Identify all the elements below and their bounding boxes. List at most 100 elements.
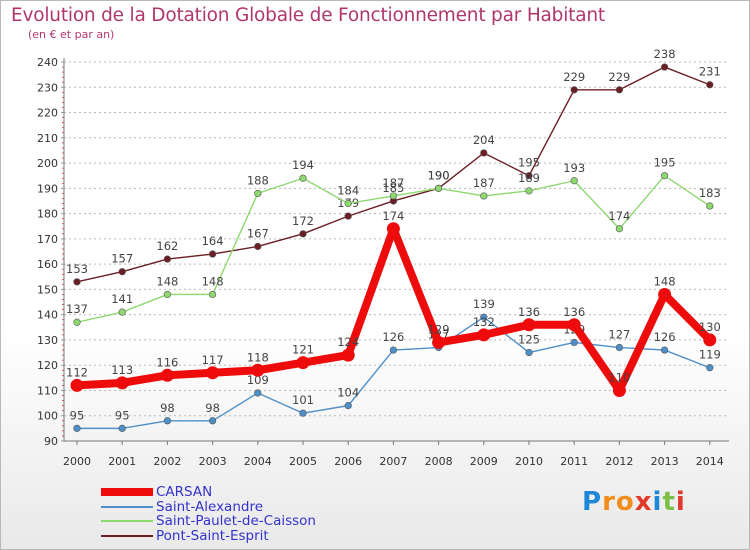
data-label-saint-paulet-de-caisson: 183 <box>699 186 721 200</box>
y-tick-label: 120 <box>37 359 58 372</box>
data-label-carsan: 117 <box>202 353 224 367</box>
data-point-saint-paulet-de-caisson <box>163 290 171 299</box>
logo-letter: i <box>675 487 686 517</box>
legend-item: Pont-Saint-Esprit <box>101 529 316 544</box>
data-label-pont-saint-esprit: 195 <box>518 156 540 170</box>
data-label-carsan: 116 <box>156 355 178 369</box>
data-label-pont-saint-esprit: 172 <box>292 214 314 228</box>
data-label-carsan: 112 <box>66 365 88 379</box>
data-point-saint-paulet-de-caisson <box>254 189 262 197</box>
data-label-saint-paulet-de-caisson: 193 <box>563 161 585 175</box>
data-point-saint-alexandre <box>570 338 578 347</box>
data-point-pont-saint-esprit <box>525 172 533 180</box>
x-tick-label: 2002 <box>153 455 181 468</box>
data-point-saint-alexandre <box>525 348 533 357</box>
data-label-pont-saint-esprit: 204 <box>473 133 495 147</box>
x-tick-label: 2011 <box>560 455 588 468</box>
data-point-saint-alexandre <box>389 346 398 354</box>
chart-title: Evolution de la Dotation Globale de Fonc… <box>11 5 605 26</box>
data-label-saint-alexandre: 95 <box>70 408 85 422</box>
chart-subtitle: (en € et par an) <box>28 28 115 41</box>
data-point-carsan <box>251 363 265 377</box>
legend-item: Saint-Alexandre <box>101 500 316 515</box>
data-label-saint-paulet-de-caisson: 189 <box>518 171 540 185</box>
legend-swatch <box>101 488 153 497</box>
data-label-pont-saint-esprit: 157 <box>111 252 133 266</box>
data-label-saint-alexandre: 119 <box>699 348 721 362</box>
data-point-saint-paulet-de-caisson <box>706 202 714 210</box>
y-tick-label: 90 <box>44 435 58 448</box>
data-point-carsan <box>522 318 536 332</box>
legend-label: Saint-Paulet-de-Caisson <box>156 513 316 530</box>
x-tick-label: 2014 <box>696 455 724 468</box>
data-label-saint-paulet-de-caisson: 148 <box>202 274 224 288</box>
x-tick-label: 2003 <box>199 455 227 468</box>
x-tick-label: 2009 <box>470 455 498 468</box>
data-point-saint-paulet-de-caisson <box>118 308 126 316</box>
data-point-carsan <box>567 318 581 332</box>
logo-letter: t <box>662 487 676 517</box>
logo-letter: i <box>652 487 663 517</box>
data-label-saint-paulet-de-caisson: 190 <box>428 168 450 182</box>
data-point-carsan <box>386 222 400 236</box>
data-point-carsan <box>477 328 491 342</box>
data-point-saint-paulet-de-caisson <box>209 290 217 299</box>
data-label-saint-paulet-de-caisson: 195 <box>654 156 676 170</box>
data-point-pont-saint-esprit <box>344 212 352 220</box>
data-point-carsan <box>341 348 355 362</box>
data-label-saint-paulet-de-caisson: 187 <box>473 176 495 190</box>
x-tick-label: 2000 <box>63 455 91 468</box>
data-label-saint-paulet-de-caisson: 141 <box>111 292 133 306</box>
data-point-pont-saint-esprit <box>570 86 578 94</box>
data-point-pont-saint-esprit <box>660 63 669 71</box>
data-point-saint-paulet-de-caisson <box>389 192 398 200</box>
y-tick-label: 130 <box>37 334 58 347</box>
x-tick-label: 2005 <box>289 455 317 468</box>
y-tick-label: 210 <box>37 132 58 145</box>
data-label-carsan: 129 <box>428 322 450 336</box>
data-label-pont-saint-esprit: 185 <box>382 181 404 195</box>
x-tick-label: 2007 <box>379 455 407 468</box>
data-point-saint-paulet-de-caisson <box>435 184 443 192</box>
data-point-pont-saint-esprit <box>615 86 624 94</box>
data-label-saint-alexandre: 126 <box>382 330 404 344</box>
data-label-saint-paulet-de-caisson: 174 <box>608 209 630 223</box>
data-point-saint-paulet-de-caisson <box>660 172 669 180</box>
data-label-pont-saint-esprit: 153 <box>66 262 88 276</box>
legend-label: CARSAN <box>156 484 213 501</box>
data-point-pont-saint-esprit <box>706 81 714 89</box>
logo-letter: P <box>582 487 603 517</box>
data-point-saint-paulet-de-caisson <box>299 174 307 182</box>
legend-label: Pont-Saint-Esprit <box>156 527 269 544</box>
data-point-saint-alexandre <box>660 346 669 354</box>
y-tick-label: 150 <box>37 283 58 296</box>
data-label-carsan: 124 <box>337 335 359 349</box>
data-label-carsan: 132 <box>473 315 495 329</box>
data-label-saint-paulet-de-caisson: 184 <box>337 183 359 197</box>
x-tick-label: 2013 <box>651 455 679 468</box>
data-label-saint-alexandre: 125 <box>518 333 540 347</box>
data-label-carsan: 121 <box>292 343 314 357</box>
legend-swatch <box>101 505 153 508</box>
data-label-saint-paulet-de-caisson: 188 <box>247 173 269 187</box>
data-label-carsan: 136 <box>563 305 585 319</box>
data-point-pont-saint-esprit <box>118 268 126 276</box>
y-tick-label: 190 <box>37 182 58 195</box>
y-tick-label: 180 <box>37 208 58 221</box>
data-point-saint-alexandre <box>299 409 307 417</box>
legend-item: CARSAN <box>101 485 316 500</box>
data-point-saint-paulet-de-caisson <box>73 318 81 326</box>
y-tick-label: 200 <box>37 157 58 170</box>
data-label-pont-saint-esprit: 238 <box>654 47 676 61</box>
data-point-saint-alexandre <box>615 343 624 352</box>
data-label-carsan: 130 <box>699 320 721 334</box>
data-label-saint-paulet-de-caisson: 187 <box>382 176 404 190</box>
x-tick-label: 2010 <box>515 455 543 468</box>
y-tick-label: 110 <box>37 384 58 397</box>
data-label-carsan: 136 <box>518 305 540 319</box>
data-point-saint-paulet-de-caisson <box>615 225 624 233</box>
x-tick-label: 2001 <box>108 455 136 468</box>
data-point-saint-alexandre <box>73 424 81 432</box>
